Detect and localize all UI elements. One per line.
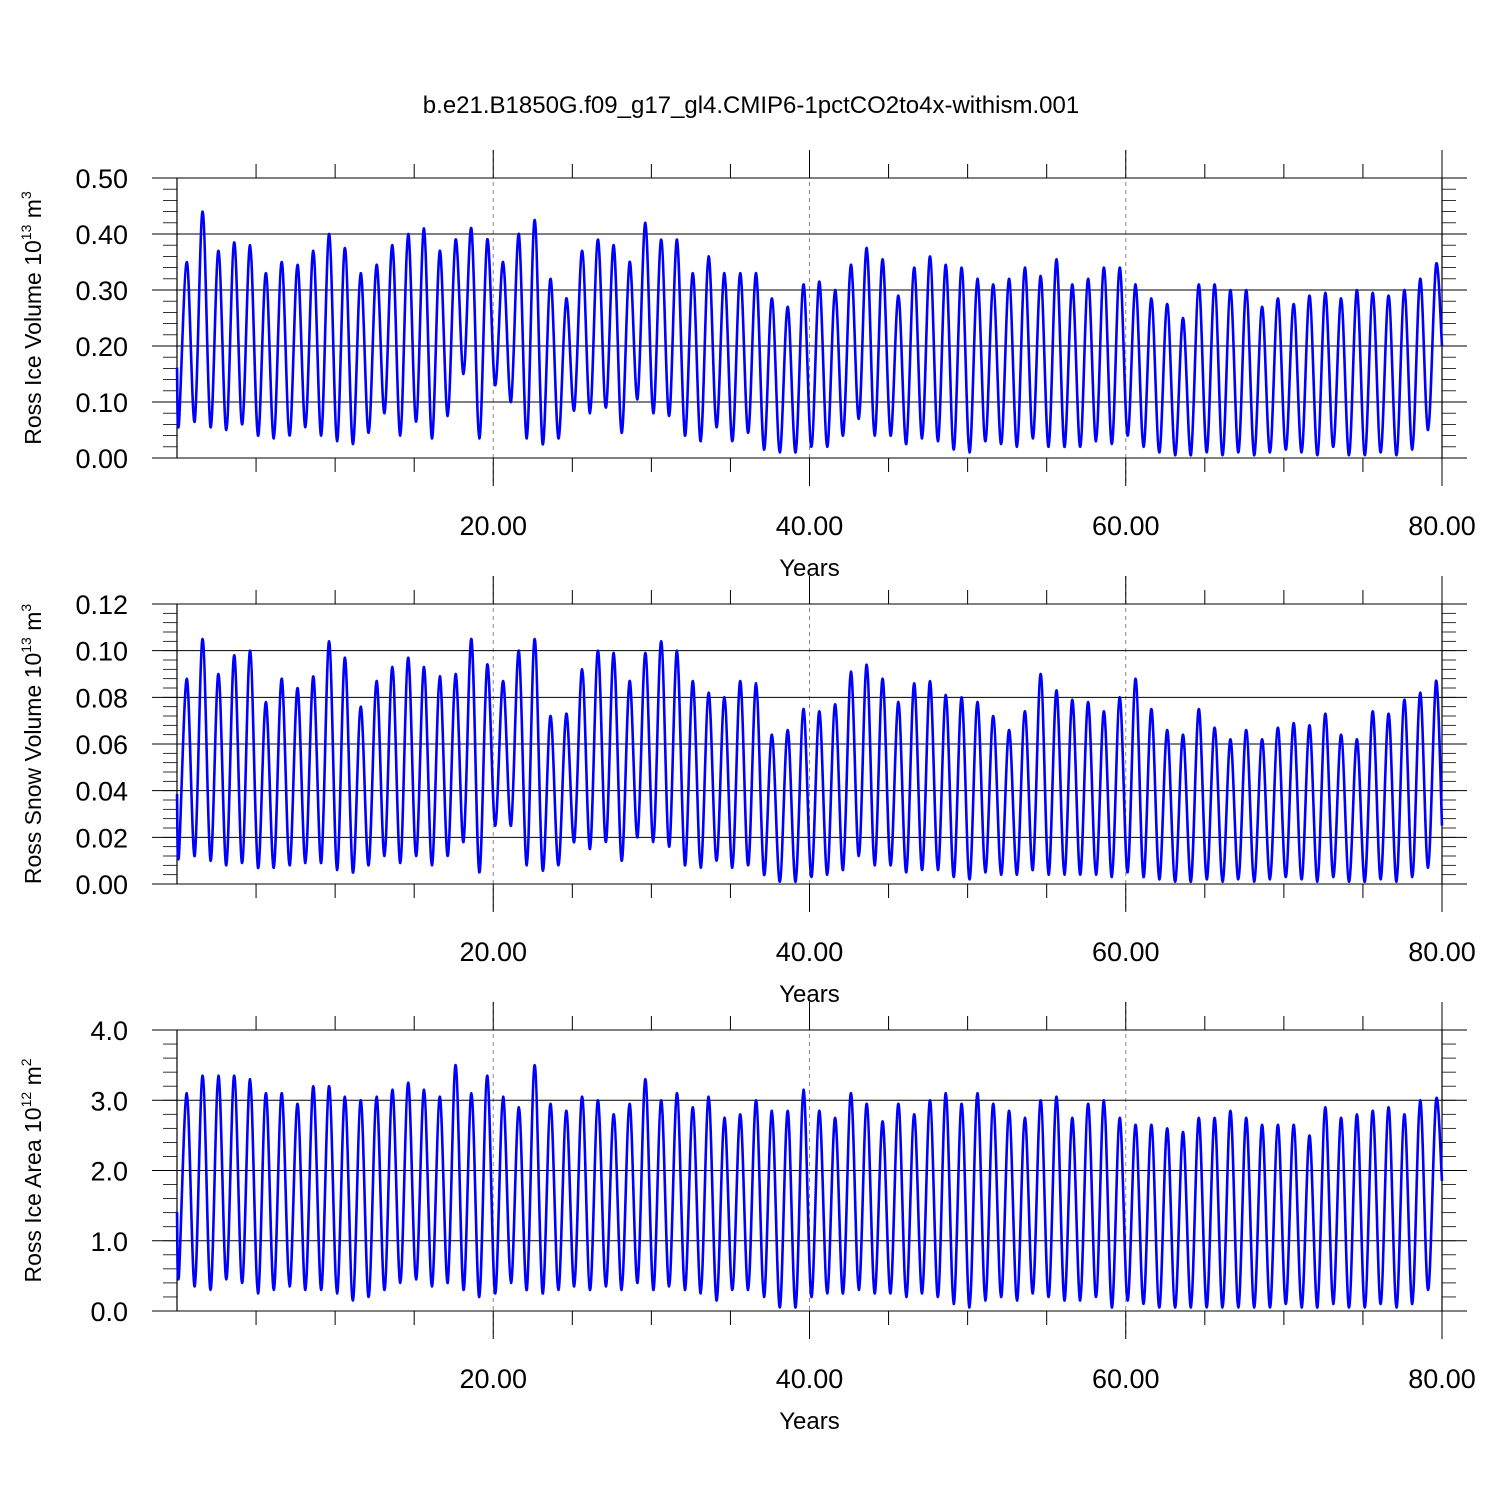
- series-line: [175, 1063, 1444, 1309]
- series-line: [175, 210, 1444, 457]
- panel-1: 0.00 0.10 0.20 0.30 0.40 0.50 20.00 40.00 60.00 8…: [18, 150, 1476, 582]
- y-tick-label: 0.0: [90, 1297, 128, 1327]
- figure-title: b.e21.B1850G.f09_g17_gl4.CMIP6-1pctCO2to…: [423, 92, 1079, 119]
- y-tick-label: 0.50: [75, 164, 128, 194]
- y-tick-label: 3.0: [90, 1086, 128, 1116]
- x-tick-label: 20.00: [459, 511, 527, 541]
- y-tick-label: 0.04: [75, 777, 128, 807]
- x-tick-label: 80.00: [1408, 1364, 1476, 1394]
- y-tick-label: 0.00: [75, 444, 128, 474]
- y-tick-label: 0.10: [75, 637, 128, 667]
- x-tick-label: 80.00: [1408, 511, 1476, 541]
- x-tick-label: 60.00: [1092, 511, 1160, 541]
- x-tick-label: 80.00: [1408, 937, 1476, 967]
- x-tick-label: 40.00: [776, 937, 844, 967]
- series-line: [175, 637, 1444, 884]
- x-tick-label: 20.00: [459, 937, 527, 967]
- y-tick-label: 0.12: [75, 590, 128, 620]
- x-tick-label: 60.00: [1092, 937, 1160, 967]
- y-tick-label: 2.0: [90, 1157, 128, 1187]
- y-tick-label: 0.40: [75, 220, 128, 250]
- x-tick-label: 60.00: [1092, 1364, 1160, 1394]
- y-tick-label: 0.30: [75, 276, 128, 306]
- y-tick-label: 0.02: [75, 823, 128, 853]
- x-tick-label: 40.00: [776, 511, 844, 541]
- y-tick-label: 0.00: [75, 870, 128, 900]
- y-axis-label: Ross Ice Area 1012 m2: [18, 1058, 46, 1282]
- x-axis-label: Years: [779, 1408, 840, 1435]
- x-tick-label: 20.00: [459, 1364, 527, 1394]
- y-axis-label: Ross Snow Volume 1013 m3: [18, 604, 46, 885]
- panel-3: 0.0 1.0 2.0 3.0 4.0 20.00 40.00 60.00 80.00 Years…: [18, 1002, 1476, 1435]
- panel-2: 0.00 0.02 0.04 0.06 0.08 0.10 0.12 20.00 40.00 60…: [18, 576, 1476, 1008]
- y-tick-label: 1.0: [90, 1227, 128, 1257]
- y-tick-label: 0.20: [75, 332, 128, 362]
- y-tick-label: 0.10: [75, 388, 128, 418]
- x-tick-label: 40.00: [776, 1364, 844, 1394]
- y-tick-label: 0.06: [75, 730, 128, 760]
- y-tick-label: 0.08: [75, 683, 128, 713]
- y-tick-label: 4.0: [90, 1016, 128, 1046]
- y-axis-label: Ross Ice Volume 1013 m3: [18, 191, 46, 445]
